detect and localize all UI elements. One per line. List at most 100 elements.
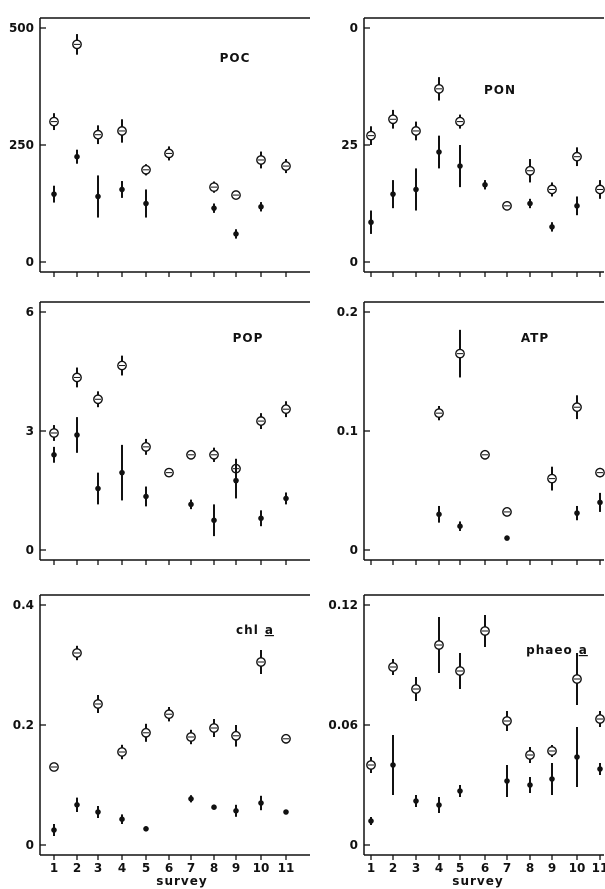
panels-layer: 0250500POC0250PON036POP00.10.2ATP00.20.4…: [9, 17, 605, 875]
data-point-filled: [119, 186, 125, 193]
data-point-filled: [74, 802, 80, 808]
data-point-filled: [574, 203, 580, 209]
data-point-filled: [527, 200, 533, 207]
data-point-filled: [188, 796, 194, 802]
y-tick-label: 0.2: [337, 305, 358, 319]
data-point-filled: [574, 754, 580, 760]
x-tick-label: 2: [73, 861, 81, 875]
panel-title: POP: [233, 331, 264, 345]
y-tick-label: 0.4: [13, 598, 34, 612]
y-tick-label: 0: [26, 838, 34, 852]
data-point-filled: [283, 809, 289, 815]
data-point-filled: [413, 186, 419, 193]
data-point-filled: [457, 523, 463, 529]
x-tick-label: 11: [592, 861, 605, 875]
data-point-filled: [258, 203, 264, 210]
x-tick-label: 6: [481, 861, 489, 875]
chart-panel-poc: 0 250 500 POC: [9, 17, 310, 277]
x-tick-label: 9: [232, 861, 240, 875]
data-point-filled: [143, 826, 149, 832]
data-point-filled: [283, 495, 289, 502]
data-point-filled: [119, 469, 125, 476]
data-point-filled: [436, 511, 442, 518]
data-point-filled: [390, 191, 396, 197]
data-point-filled: [74, 432, 80, 438]
data-point-filled: [143, 493, 149, 500]
panel-title: POC: [220, 51, 251, 65]
data-point-filled: [211, 804, 217, 810]
y-tick-label: 0: [350, 255, 358, 269]
data-point-filled: [527, 782, 533, 788]
data-point-filled: [413, 798, 419, 804]
y-tick-label: 250: [9, 138, 34, 152]
y-tick-label: 0: [26, 255, 34, 269]
data-point-filled: [368, 818, 374, 824]
data-point-filled: [504, 778, 510, 784]
chart-panel-atp: 0 0.1 0.2 ATP: [337, 301, 605, 565]
y-tick-label: 0: [26, 543, 34, 557]
data-point-filled: [390, 762, 396, 768]
data-point-filled: [258, 515, 264, 522]
x-tick-label: 4: [118, 861, 126, 875]
panel-title: PON: [484, 83, 516, 97]
data-point-filled: [233, 477, 239, 484]
panel-title: phaeo a: [526, 643, 588, 657]
x-tick-label: 6: [165, 861, 173, 875]
x-tick-label: 10: [253, 861, 270, 875]
data-point-filled: [436, 149, 442, 155]
data-point-filled: [597, 499, 603, 506]
x-tick-label: 9: [548, 861, 556, 875]
x-tick-label: 8: [526, 861, 534, 875]
y-tick-label: 0.2: [13, 718, 34, 732]
data-point-filled: [482, 181, 488, 188]
data-point-filled: [457, 163, 463, 169]
data-point-filled: [258, 800, 264, 806]
data-point-filled: [211, 517, 217, 524]
data-point-filled: [74, 153, 80, 160]
x-tick-label: 3: [412, 861, 420, 875]
data-point-filled: [95, 485, 101, 492]
x-tick-label: 1: [367, 861, 375, 875]
panel-title: chl a: [236, 623, 274, 637]
panel-title: ATP: [521, 331, 549, 345]
data-point-filled: [51, 452, 57, 458]
y-tick-label: 500: [9, 21, 34, 35]
data-point-filled: [574, 510, 580, 516]
chart-panel-pop: 0 3 6 POP: [26, 301, 310, 565]
data-point-filled: [233, 808, 239, 814]
data-point-filled: [368, 219, 374, 226]
data-point-filled: [504, 535, 510, 541]
panel-title-suffix: a: [265, 623, 274, 637]
x-tick-label: 8: [210, 861, 218, 875]
data-point-filled: [51, 827, 57, 833]
y-tick-label: 6: [26, 305, 34, 319]
x-tick-label: 7: [503, 861, 511, 875]
x-tick-label: 2: [389, 861, 397, 875]
data-point-filled: [211, 205, 217, 211]
panel-title-suffix: a: [579, 643, 588, 657]
x-tick-label: 5: [142, 861, 150, 875]
x-tick-label: 1: [50, 861, 58, 875]
x-tick-label: 5: [456, 861, 464, 875]
y-tick-label: 3: [26, 424, 34, 438]
x-tick-label: 7: [187, 861, 195, 875]
data-point-filled: [597, 766, 603, 772]
data-point-filled: [119, 816, 125, 822]
x-axis-label-left: survey: [156, 874, 207, 888]
x-tick-label: 10: [569, 861, 586, 875]
y-tick-label: 0: [350, 543, 358, 557]
data-point-filled: [233, 231, 239, 237]
data-point-filled: [549, 224, 555, 230]
y-tick-label: 0.1: [337, 424, 358, 438]
chart-panel-phaeo: 0 0.06 0.12 1 2 3 4 5 6 7 8 9 10 11 phaeo a: [328, 594, 605, 875]
data-point-filled: [188, 501, 194, 508]
y-tick-label: 0: [350, 21, 358, 35]
y-tick-label: 25: [341, 138, 358, 152]
x-tick-label: 3: [94, 861, 102, 875]
data-point-filled: [95, 193, 101, 200]
data-point-filled: [95, 809, 101, 815]
data-point-filled: [549, 776, 555, 782]
x-tick-label: 4: [435, 861, 443, 875]
